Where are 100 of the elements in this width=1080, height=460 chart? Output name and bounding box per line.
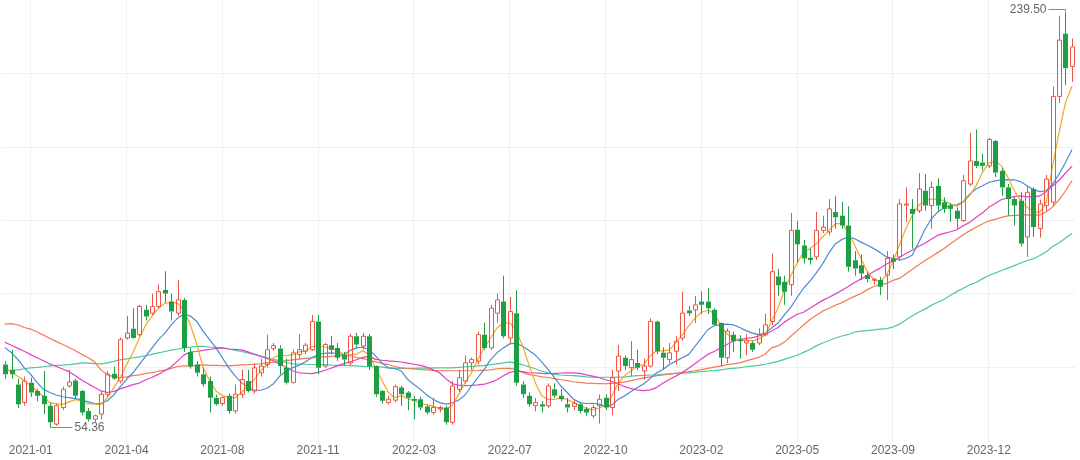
x-tick-label: 2022-10 [583,443,628,458]
x-tick-label: 2023-09 [870,443,916,458]
candlestick [284,358,289,385]
candlestick [482,322,487,351]
candlestick [1025,185,1030,258]
candlestick [674,335,679,365]
x-tick-label: 2023-12 [966,443,1012,458]
x-tick-label: 2021-11 [296,443,341,458]
candlestick [565,397,570,413]
candlestick [195,360,200,378]
candlestick [227,392,232,415]
candlestick [265,334,270,369]
candlestick [789,212,794,297]
candlestick [910,198,915,250]
candlestick [923,173,928,212]
candlestick [278,344,283,375]
candlestick [878,276,883,296]
candlestick [201,367,206,388]
candlestick [833,195,838,230]
candlestick [885,250,890,301]
x-tick-label: 2022-03 [391,443,437,458]
candlestick [616,344,621,392]
candlestick [3,360,8,380]
x-tick-label: 2023-02 [679,443,724,458]
candlestick [699,290,704,315]
candlestick [125,315,130,341]
candlestick [667,342,672,364]
candlestick [48,402,53,428]
candlestick [176,279,181,317]
candlestick [233,383,238,415]
candlestick [597,394,602,425]
candlestick [706,287,711,315]
candlestick [508,296,513,344]
candlestick [917,172,922,214]
candlestick [431,397,436,416]
candlestick [808,248,813,266]
candlestick [968,132,973,187]
candlestick [629,340,634,377]
candlestick [1070,38,1075,83]
x-tick-label: 2022-07 [487,443,533,458]
candlestick [712,307,717,325]
candlestick [214,394,219,407]
candlestick [540,400,545,413]
candlestick [725,327,730,364]
candlestick [16,378,21,409]
candlestick [552,382,557,399]
candlestick [750,340,755,353]
x-tick-label: 2021-08 [200,443,245,458]
candlestick [802,239,807,264]
candlestick [719,323,724,367]
candlestick [929,181,934,230]
candlestick [316,314,321,375]
x-tick-label: 2023-05 [775,443,820,458]
candlestick [680,291,685,342]
candlestick [514,289,519,387]
candlestick [865,271,870,283]
candlestick [610,369,615,416]
candlestick [208,376,213,413]
candlestick [661,346,666,371]
candlestick [259,358,264,378]
candlestick [501,275,506,339]
candlestick [425,404,430,416]
x-tick-label: 2021-04 [104,443,149,458]
candlestick [406,392,411,411]
candlestick [10,349,15,380]
candlestick [955,206,960,230]
candlestick [693,295,698,324]
candlestick [1012,196,1017,227]
candlestick [846,205,851,273]
candlestick [1000,167,1005,197]
candlestick [687,305,692,317]
text: 239.50 [1009,1,1047,16]
candlestick [623,354,628,371]
candlestick [770,253,775,326]
candlestick [891,253,896,270]
candlestick [188,346,193,370]
candlestick [42,370,47,415]
candlestick [182,297,187,353]
candlestick [731,331,736,353]
text: 54.36 [74,419,105,434]
candlestick [814,211,819,261]
x-tick-label: 2021-01 [8,443,54,458]
candlestick [993,141,998,178]
candlestick [444,405,449,426]
candlestick [635,349,640,371]
candlestick [1063,11,1068,86]
candlestick [1006,183,1011,217]
candlestick [527,391,532,408]
candlestick [1019,191,1024,248]
candlestick [533,397,538,412]
candlestick [840,201,845,230]
candlestick [240,368,245,399]
candlestick [169,293,174,322]
candlestick [904,186,909,223]
candlestick [144,304,149,322]
candlestick [1031,186,1036,238]
candlestick [367,333,372,371]
candlestick [744,333,749,356]
candlestick [521,380,526,399]
candlestick [795,220,800,263]
